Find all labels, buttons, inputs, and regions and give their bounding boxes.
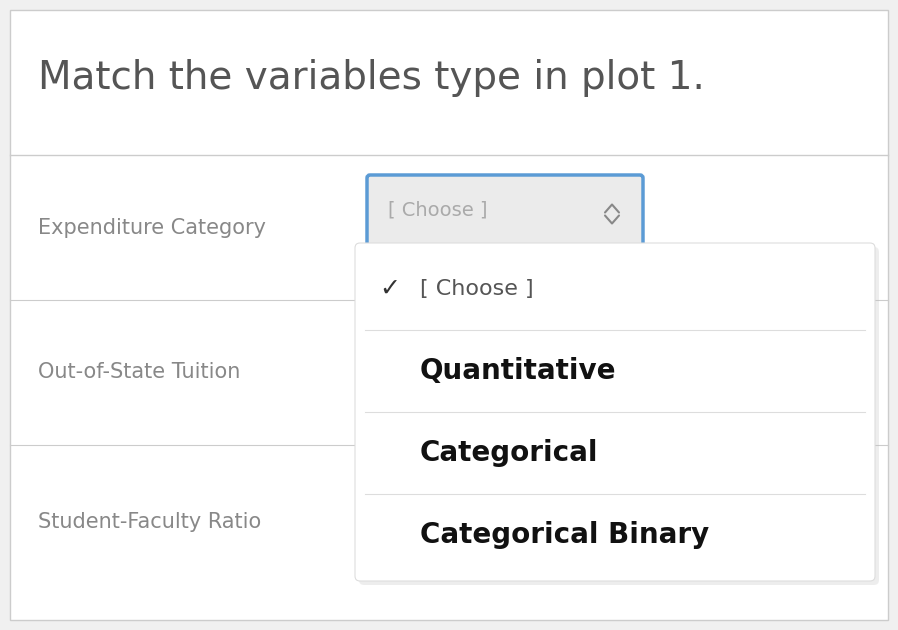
Text: Quantitative: Quantitative — [420, 357, 617, 385]
Text: Categorical: Categorical — [420, 439, 598, 467]
FancyBboxPatch shape — [359, 247, 879, 585]
FancyBboxPatch shape — [355, 243, 875, 581]
FancyBboxPatch shape — [367, 175, 643, 246]
Text: [ Choose ]: [ Choose ] — [388, 201, 488, 220]
Text: Expenditure Category: Expenditure Category — [38, 217, 266, 238]
Text: ✓: ✓ — [380, 277, 401, 301]
Text: [ Choose ]: [ Choose ] — [420, 279, 533, 299]
Text: Match the variables type in plot 1.: Match the variables type in plot 1. — [38, 59, 705, 97]
Text: Out-of-State Tuition: Out-of-State Tuition — [38, 362, 241, 382]
Text: Student-Faculty Ratio: Student-Faculty Ratio — [38, 512, 261, 532]
Text: Categorical Binary: Categorical Binary — [420, 521, 709, 549]
